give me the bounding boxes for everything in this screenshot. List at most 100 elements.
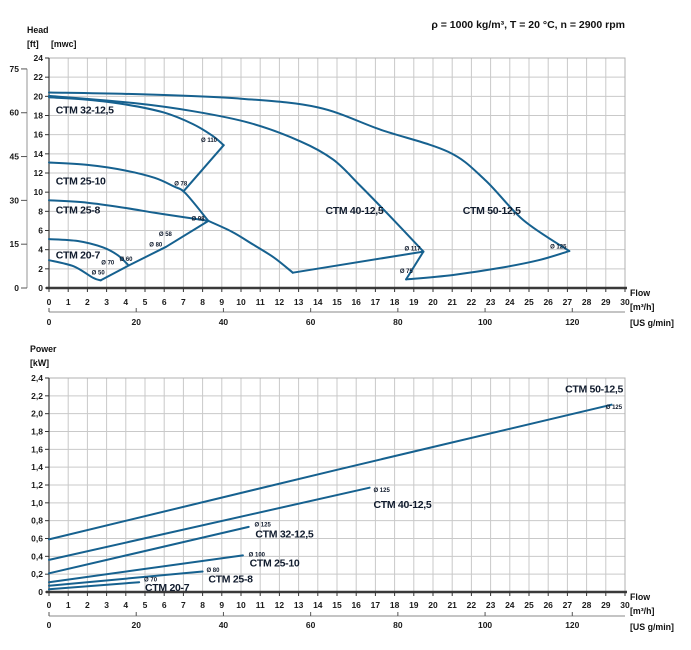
x-tick-label: 22	[467, 600, 477, 610]
x-tick-label: 0	[47, 297, 52, 307]
series-ctm-25-8-power	[48, 570, 204, 587]
pump-model-label: CTM 20-7	[56, 249, 101, 261]
x-tick-label: 19	[409, 297, 419, 307]
x-tick-label: 14	[313, 600, 323, 610]
series-ctm-25-10-power	[48, 554, 244, 584]
x-tick-label: 13	[294, 600, 304, 610]
series-ctm-25-8-head-max	[48, 199, 210, 222]
axis-titles: Power [kW] Flow [m³/h] [US g/min]	[30, 344, 674, 632]
x-tick-label: 29	[601, 600, 611, 610]
diameter-label: Ø 70	[144, 578, 158, 584]
gpm-tick-label: 100	[478, 620, 492, 630]
x-tick-label: 4	[123, 600, 128, 610]
x-axis-unit-secondary: [US g/min]	[630, 318, 674, 328]
diameter-label: Ø 125	[254, 522, 271, 528]
series-ctm-40-12-5-head-max	[48, 94, 425, 253]
grid	[49, 378, 625, 592]
axis-titles: Head [ft] [mwc] Flow [m³/h] [US g/min]	[27, 25, 674, 328]
gpm-tick-label: 60	[306, 620, 316, 630]
x-tick-label: 10	[236, 600, 246, 610]
x-tick-label: 23	[486, 297, 496, 307]
x-tick-label: 15	[332, 297, 342, 307]
us-gpm-scale: 0 20 40 60 80 100 120	[47, 612, 625, 630]
y-tick-label: 24	[34, 53, 44, 63]
x-tick-label: 1	[66, 297, 71, 307]
series-ctm-20-7-head-max	[48, 238, 130, 267]
diameter-label: Ø 80	[206, 568, 220, 574]
y-tick-label: 0,6	[31, 534, 43, 544]
gpm-tick-label: 0	[47, 317, 52, 327]
grid	[49, 58, 625, 288]
ft-tick-label: 75	[10, 64, 20, 74]
x-tick-label: 7	[181, 297, 186, 307]
y-tick-label: 20	[34, 91, 44, 101]
pump-model-label: CTM 40-12,5	[325, 205, 383, 217]
diameter-label: Ø 125	[373, 488, 390, 494]
y-tick-label: 0,4	[31, 551, 43, 561]
ft-tick-label: 15	[10, 239, 20, 249]
gpm-tick-label: 100	[478, 317, 492, 327]
series-ctm-40-12-5-power	[48, 486, 371, 561]
series-ctm-32-12-5-head-max	[48, 96, 225, 147]
y-tick-label: 2,4	[31, 373, 43, 383]
y-axis-title: Power	[30, 344, 57, 354]
x-tick-label: 9	[219, 600, 224, 610]
x-tick-label: 27	[563, 600, 573, 610]
series-ctm-50-12-5-drop-line	[405, 250, 425, 281]
gpm-tick-label: 40	[219, 317, 229, 327]
series-ctm-32-12-5-power	[48, 525, 250, 575]
y-tick-label: 2	[38, 264, 43, 274]
x-tick-label: 23	[486, 600, 496, 610]
y-tick-label: 8	[38, 206, 43, 216]
y-axis-unit: [ft]	[27, 39, 39, 49]
x-axis-unit: [m³/h]	[630, 606, 654, 616]
x-tick-label: 13	[294, 297, 304, 307]
x-tick-label: 14	[313, 297, 323, 307]
diameter-label: Ø 100	[249, 552, 266, 558]
x-tick-label: 11	[256, 600, 265, 610]
x-tick-label: 17	[371, 600, 381, 610]
x-tick-label: 18	[390, 600, 400, 610]
ft-tick-label: 30	[10, 195, 20, 205]
x-tick-label: 4	[123, 297, 128, 307]
y-tick-label: 0,8	[31, 516, 43, 526]
gpm-tick-label: 60	[306, 317, 316, 327]
x-tick-label: 22	[467, 297, 477, 307]
x-tick-label: 2	[85, 600, 90, 610]
y-tick-label: 12	[34, 168, 44, 178]
series-ctm-40-12-5-lower-boundary	[207, 219, 294, 274]
x-tick-label: 5	[143, 297, 148, 307]
x-tick-label: 30	[620, 297, 630, 307]
x-tick-label: 10	[236, 297, 246, 307]
y-tick-label: 0,2	[31, 569, 43, 579]
series-ctm-40-12-5-end-line	[291, 250, 425, 274]
y-tick-label: 14	[34, 149, 44, 159]
x-tick-label: 8	[200, 600, 205, 610]
charts-group: 0 1 2 3 4 5 6 7 8 9 10 11 12 13 14 15 16 17 18 19 20 21 22 23 24…	[10, 25, 675, 632]
x-tick-label: 12	[275, 297, 285, 307]
diameter-label: Ø 117	[405, 247, 422, 253]
x-tick-label: 28	[582, 297, 592, 307]
x-tick-label: 27	[563, 297, 573, 307]
gpm-tick-label: 0	[47, 620, 52, 630]
x-tick-label: 15	[332, 600, 342, 610]
x-tick-label: 25	[524, 600, 534, 610]
diameter-label: Ø 70	[101, 261, 115, 267]
diameter-label: Ø 125	[606, 405, 623, 411]
x-axis-unit-secondary: [US g/min]	[630, 622, 674, 632]
x-axis-title: Flow	[630, 288, 650, 298]
curve-labels: Ø 110 Ø 78 Ø 98 Ø 58 Ø 80 Ø 60 Ø 70 Ø 50 Ø 117 Ø …	[56, 105, 567, 277]
gpm-tick-label: 20	[131, 620, 141, 630]
y-tick-label: 0	[38, 587, 43, 597]
x-tick-label: 6	[162, 297, 167, 307]
y-axis-unit: [kW]	[30, 358, 49, 368]
diameter-label: Ø 50	[92, 271, 106, 277]
series-ctm-50-12-5-power	[48, 403, 613, 541]
series-ctm-50-12-5-head-max	[48, 91, 571, 253]
x-tick-label: 0	[47, 600, 52, 610]
pump-model-label: CTM 50-12,5	[565, 383, 623, 395]
x-tick-label: 20	[428, 600, 438, 610]
x-tick-label: 6	[162, 600, 167, 610]
x-tick-label: 25	[524, 297, 534, 307]
